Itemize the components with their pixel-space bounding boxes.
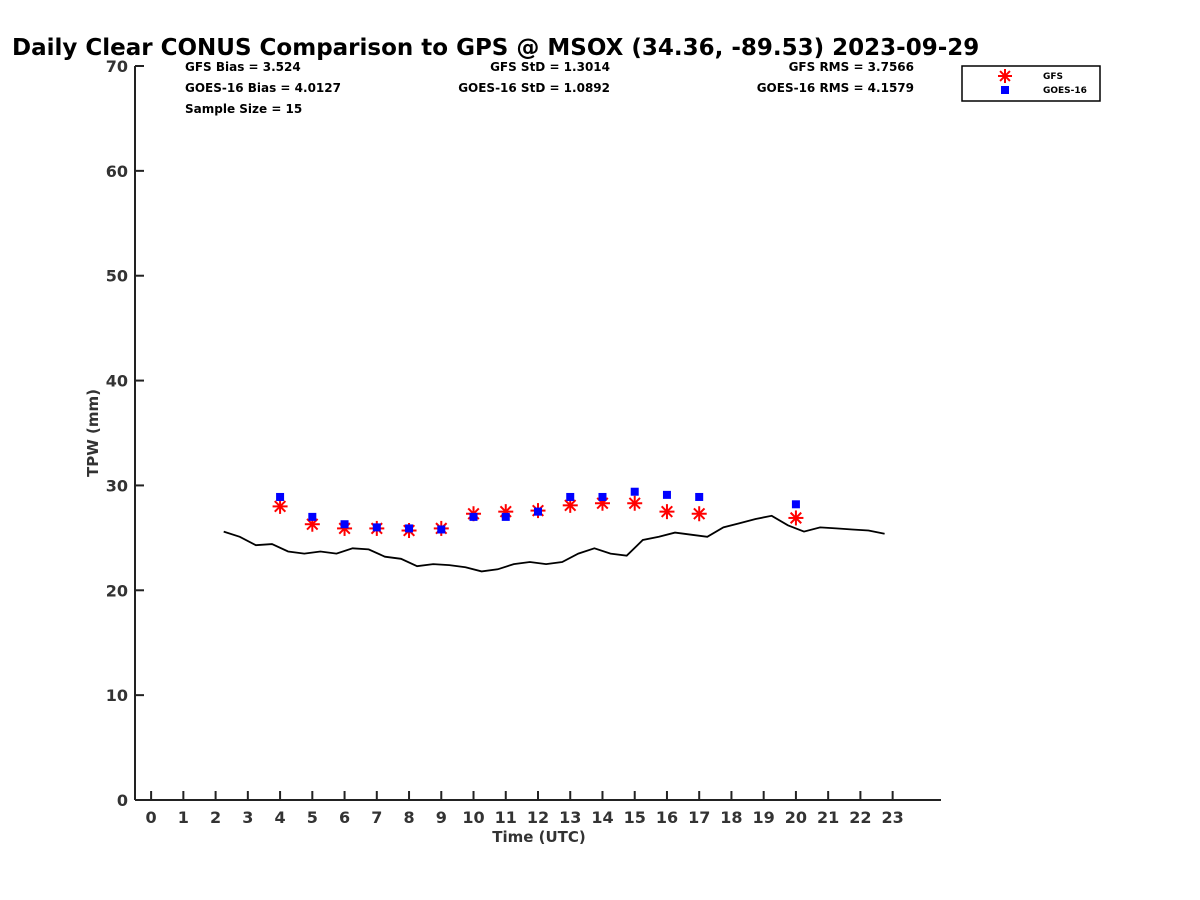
goes-point	[695, 492, 704, 501]
goes-point	[308, 512, 317, 521]
legend: GFS GOES-16	[961, 65, 1101, 102]
gfs-bias-text: GFS Bias = 3.524	[185, 60, 301, 74]
goes-point	[340, 520, 349, 529]
goes-point	[405, 524, 414, 533]
legend-goes-marker	[1001, 86, 1009, 94]
goes-point	[566, 492, 575, 501]
gfs-rms-text: GFS RMS = 3.7566	[789, 60, 914, 74]
statistics-block: GFS Bias = 3.524 GOES-16 Bias = 4.0127 S…	[185, 60, 914, 116]
x-tick-label: 1	[178, 808, 189, 827]
x-tick-label: 21	[817, 808, 839, 827]
x-tick-label: 7	[371, 808, 382, 827]
x-tick-label: 11	[495, 808, 517, 827]
goes-std-text: GOES-16 StD = 1.0892	[458, 81, 610, 95]
y-tick-label: 70	[106, 57, 128, 76]
y-tick-label: 30	[106, 476, 128, 495]
x-tick-label: 0	[146, 808, 157, 827]
x-tick-label: 15	[624, 808, 646, 827]
x-tick-label: 12	[527, 808, 549, 827]
x-tick-label: 17	[688, 808, 710, 827]
legend-goes-label: GOES-16	[1043, 86, 1087, 96]
x-tick-label: 19	[753, 808, 775, 827]
goes-point	[662, 490, 671, 499]
y-axis-label: TPW (mm)	[84, 389, 102, 477]
x-tick-label: 16	[656, 808, 678, 827]
y-tick-label: 60	[106, 162, 128, 181]
y-tick-label: 50	[106, 267, 128, 286]
chart-title: Daily Clear CONUS Comparison to GPS @ MS…	[12, 35, 979, 61]
goes-point	[469, 512, 478, 521]
x-tick-label: 23	[882, 808, 904, 827]
goes-bias-text: GOES-16 Bias = 4.0127	[185, 81, 341, 95]
legend-gfs-asterisk	[998, 69, 1012, 83]
goes-point	[372, 523, 381, 532]
goes-point	[501, 512, 510, 521]
x-tick-label: 18	[720, 808, 742, 827]
legend-box	[961, 65, 1101, 102]
x-tick-label: 5	[307, 808, 318, 827]
x-tick-label: 13	[559, 808, 581, 827]
x-tick-label: 9	[436, 808, 447, 827]
y-tick-label: 10	[106, 686, 128, 705]
x-tick-label: 10	[462, 808, 484, 827]
gfs-std-text: GFS StD = 1.3014	[490, 60, 610, 74]
x-tick-label: 2	[210, 808, 221, 827]
y-tick-label: 0	[117, 791, 128, 810]
legend-gfs-marker	[998, 69, 1012, 83]
legend-goes-square	[1001, 86, 1009, 94]
goes-rms-text: GOES-16 RMS = 4.1579	[757, 81, 914, 95]
y-tick-label: 40	[106, 372, 128, 391]
x-tick-label: 8	[403, 808, 414, 827]
x-tick-label: 20	[785, 808, 807, 827]
goes-point	[534, 507, 542, 516]
x-tick-label: 4	[275, 808, 286, 827]
goes-point	[791, 500, 800, 509]
gfs-series	[272, 495, 804, 539]
x-axis-label: Time (UTC)	[492, 828, 586, 846]
sample-size-text: Sample Size = 15	[185, 102, 302, 116]
gfs-point	[691, 506, 707, 522]
x-tick-label: 3	[242, 808, 253, 827]
gfs-point	[272, 498, 288, 514]
gfs-point	[659, 504, 675, 520]
gfs-point	[788, 510, 804, 526]
goes-point	[276, 492, 285, 501]
legend-gfs-label: GFS	[1043, 72, 1063, 82]
goes-point	[437, 525, 446, 534]
x-tick-label: 22	[849, 808, 871, 827]
goes-point	[598, 492, 607, 501]
goes-point	[630, 487, 639, 496]
gps-line	[223, 514, 885, 573]
x-tick-label: 6	[339, 808, 350, 827]
gps-series	[223, 514, 885, 573]
gfs-point	[627, 495, 643, 511]
x-tick-label: 14	[591, 808, 613, 827]
goes-series	[276, 487, 800, 534]
y-tick-label: 20	[106, 581, 128, 600]
